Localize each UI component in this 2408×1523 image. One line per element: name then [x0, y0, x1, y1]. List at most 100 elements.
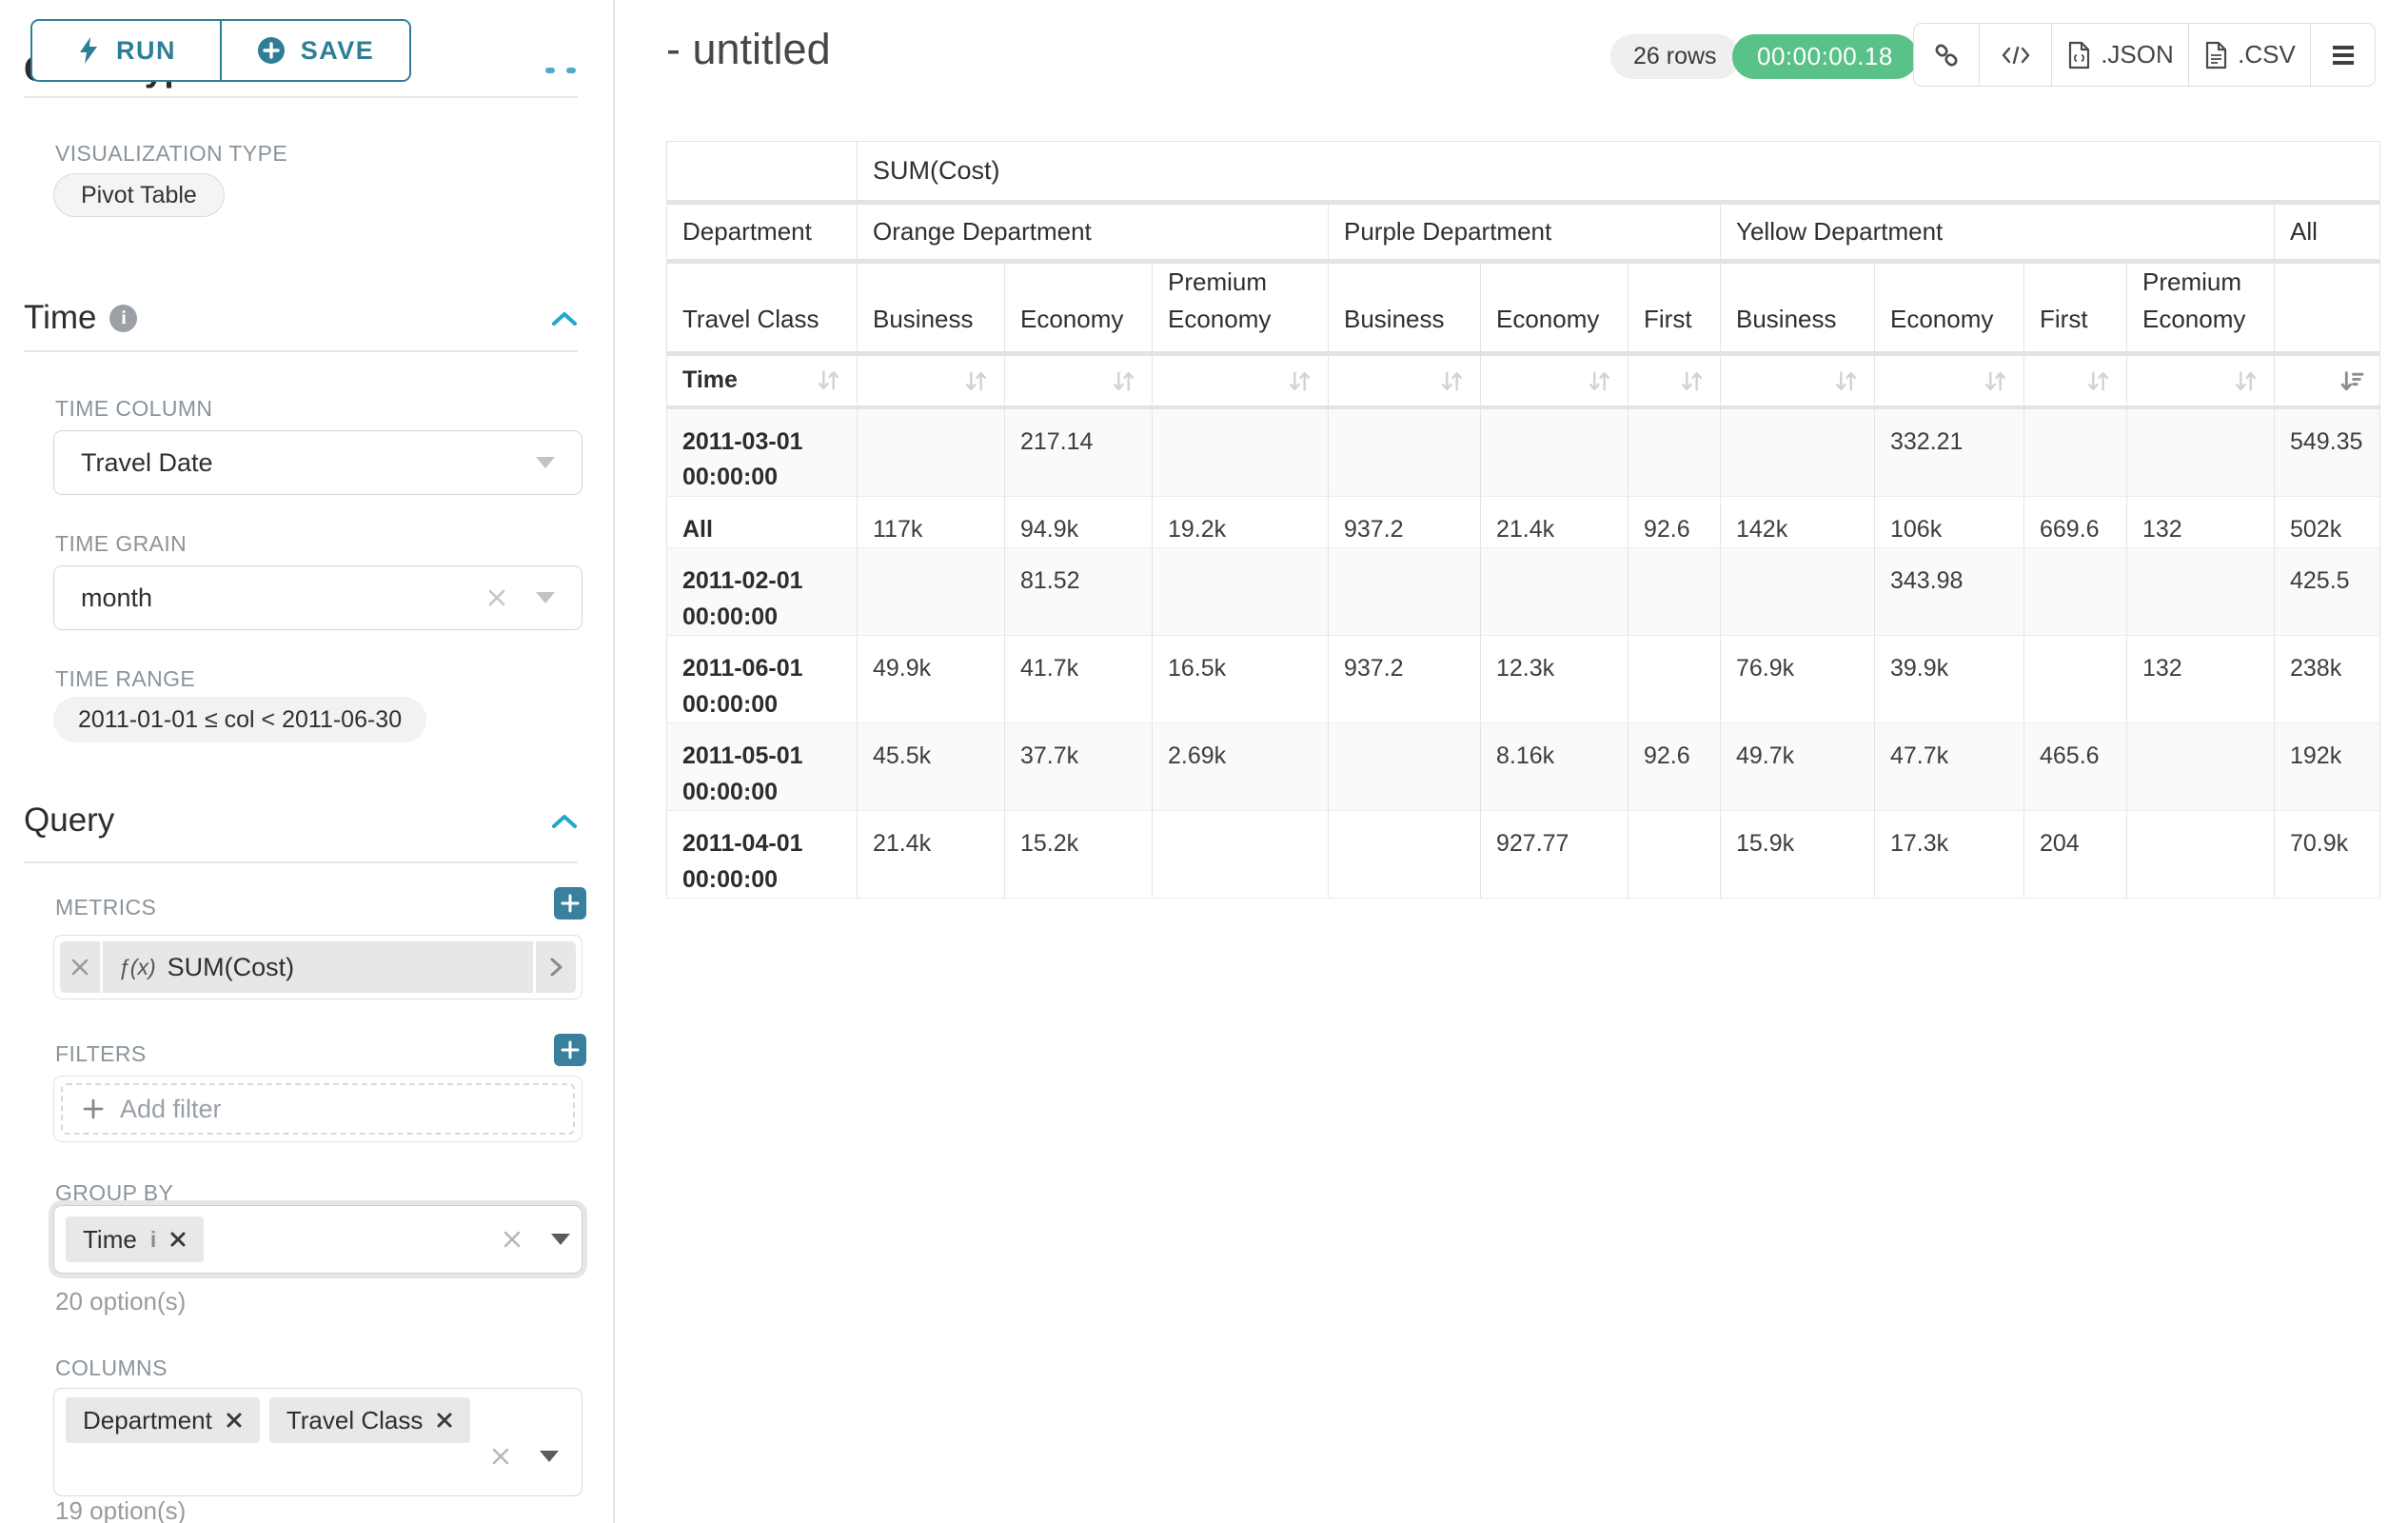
pivot-value-cell — [857, 406, 1005, 497]
sort-button[interactable] — [857, 353, 1005, 409]
metric-expand-icon[interactable] — [536, 941, 576, 993]
chevron-up-icon[interactable] — [550, 308, 579, 329]
pivot-value-cell: 217.14 — [1004, 406, 1153, 497]
metrics-label: METRICS — [55, 895, 157, 920]
sort-button[interactable] — [1480, 353, 1628, 409]
metric-name: SUM(Cost) — [167, 952, 295, 981]
clear-icon[interactable] — [486, 587, 507, 608]
pivot-value-cell: 39.9k — [1874, 635, 2024, 723]
plus-circle-icon — [257, 36, 286, 65]
sort-button[interactable] — [1152, 353, 1329, 409]
row-header: 2011-04-01 00:00:00 — [666, 810, 858, 899]
chevron-down-icon[interactable] — [536, 457, 555, 468]
group-by-tag-time[interactable]: Time i — [66, 1216, 205, 1262]
remove-tag-icon[interactable] — [226, 1412, 243, 1429]
chevron-up-icon[interactable] — [550, 811, 579, 832]
copy-link-button[interactable] — [1914, 24, 1979, 86]
add-filter-button[interactable]: Add filter — [61, 1083, 575, 1135]
sort-button[interactable] — [1004, 353, 1153, 409]
sort-button[interactable] — [1874, 353, 2024, 409]
travel-class-header: Business — [1720, 261, 1875, 356]
pivot-value-cell: 117k — [857, 496, 1005, 548]
sort-button-active-desc[interactable] — [2274, 353, 2381, 409]
pivot-value-cell: 8.16k — [1480, 722, 1628, 811]
pivot-value-cell: 927.77 — [1480, 810, 1628, 899]
chevron-down-icon[interactable] — [551, 1234, 570, 1245]
pivot-value-cell: 204 — [2023, 810, 2127, 899]
pivot-value-cell: 16.5k — [1152, 635, 1329, 723]
remove-metric-icon[interactable] — [60, 941, 100, 993]
columns-tag-department[interactable]: Department — [66, 1397, 260, 1443]
department-group-header: Purple Department — [1328, 202, 1721, 264]
time-column-select[interactable]: Travel Date — [53, 430, 582, 495]
add-filter-plus-button[interactable] — [554, 1034, 586, 1066]
time-section-title: Time — [24, 299, 97, 336]
pivot-value-cell — [1720, 406, 1875, 497]
pivot-value-cell: 15.2k — [1004, 810, 1153, 899]
run-button[interactable]: RUN — [32, 21, 222, 80]
pivot-value-cell — [1328, 722, 1481, 811]
add-metric-button[interactable] — [554, 887, 586, 920]
pivot-value-cell — [1328, 810, 1481, 899]
metric-control: ƒ(x) SUM(Cost) — [53, 935, 582, 999]
filters-control: Add filter — [53, 1076, 582, 1142]
table-row: 2011-06-01 00:00:00 49.9k 41.7k 16.5k 937.2 1… — [666, 635, 2381, 723]
travel-class-header: Economy — [1480, 261, 1628, 356]
metric-header-row: SUM(Cost) — [666, 141, 2381, 205]
tag-label: Department — [83, 1405, 212, 1434]
time-section-header[interactable]: Time i — [24, 299, 138, 337]
columns-label: COLUMNS — [55, 1355, 168, 1380]
pivot-value-cell — [1328, 406, 1481, 497]
travel-class-header: Economy — [1004, 261, 1153, 356]
pivot-value-cell — [857, 547, 1005, 636]
metric-pill[interactable]: ƒ(x) SUM(Cost) — [103, 941, 533, 993]
pivot-value-cell: 238k — [2274, 635, 2381, 723]
sort-button[interactable] — [1328, 353, 1481, 409]
time-row-label[interactable]: Time — [666, 353, 858, 409]
export-csv-button[interactable]: .CSV — [2188, 24, 2310, 86]
remove-tag-icon[interactable] — [436, 1412, 453, 1429]
sort-button[interactable] — [2023, 353, 2127, 409]
view-query-button[interactable] — [1979, 24, 2051, 86]
hamburger-menu-icon — [2331, 45, 2356, 66]
sort-button[interactable] — [2126, 353, 2275, 409]
save-button[interactable]: SAVE — [222, 21, 409, 80]
pivot-table: SUM(Cost) Department Orange Department Purp… — [666, 141, 2381, 899]
pivot-value-cell: 70.9k — [2274, 810, 2381, 899]
query-section-header[interactable]: Query — [24, 801, 114, 840]
columns-select[interactable]: Department Travel Class — [53, 1388, 582, 1496]
export-csv-label: .CSV — [2238, 40, 2296, 69]
chevron-down-icon[interactable] — [536, 592, 555, 603]
group-by-select[interactable]: Time i — [53, 1205, 582, 1274]
time-grain-select[interactable]: month — [53, 565, 582, 630]
export-json-label: .JSON — [2101, 40, 2174, 69]
pivot-value-cell: 937.2 — [1328, 635, 1481, 723]
row-header: 2011-06-01 00:00:00 — [666, 635, 858, 723]
table-row: 2011-02-01 00:00:00 81.52 343.98 425.5 — [666, 547, 2381, 636]
sort-button[interactable] — [1628, 353, 1721, 409]
pivot-value-cell: 19.2k — [1152, 496, 1329, 548]
visualization-type-pill[interactable]: Pivot Table — [53, 173, 225, 217]
chart-title[interactable]: - untitled — [666, 25, 831, 73]
row-header: 2011-02-01 00:00:00 — [666, 547, 858, 636]
columns-tag-travel-class[interactable]: Travel Class — [268, 1397, 471, 1443]
pivot-value-cell: 132 — [2126, 496, 2275, 548]
pivot-value-cell — [2126, 406, 2275, 497]
chevron-down-icon[interactable] — [540, 1451, 559, 1462]
clear-icon[interactable] — [502, 1229, 523, 1250]
department-group-header: Yellow Department — [1720, 202, 2275, 264]
export-json-button[interactable]: .JSON — [2051, 24, 2188, 86]
sort-button[interactable] — [1720, 353, 1875, 409]
more-options-button[interactable] — [2310, 24, 2375, 86]
tag-label: Time — [83, 1224, 137, 1254]
row-header: 2011-05-01 00:00:00 — [666, 722, 858, 811]
travel-class-header: Economy — [1874, 261, 2024, 356]
clear-icon[interactable] — [490, 1446, 511, 1467]
time-range-pill[interactable]: 2011-01-01 ≤ col < 2011-06-30 — [53, 697, 427, 742]
time-grain-value: month — [81, 583, 153, 612]
pivot-value-cell: 49.9k — [857, 635, 1005, 723]
remove-tag-icon[interactable] — [169, 1231, 187, 1248]
travel-class-header: Business — [1328, 261, 1481, 356]
department-group-header: All — [2274, 202, 2381, 264]
filters-label: FILTERS — [55, 1041, 147, 1066]
